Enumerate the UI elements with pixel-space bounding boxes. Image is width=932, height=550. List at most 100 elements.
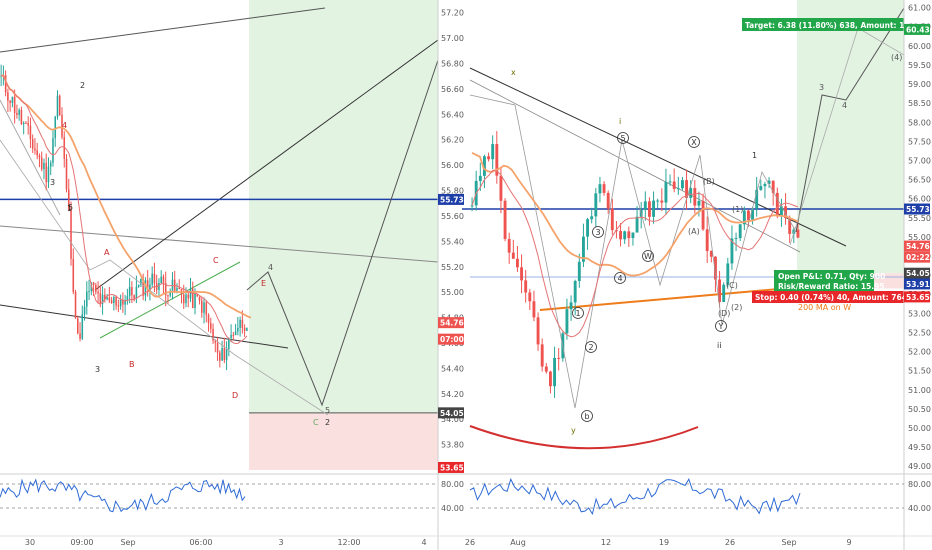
right-candle [652,200,656,217]
left-candle [63,137,66,159]
right-candle [672,181,676,189]
right-candle [503,200,507,239]
left-candle [76,318,79,334]
right-candle [668,181,672,183]
left-candle [52,138,54,163]
right-candle [577,261,581,282]
right-candle [499,175,503,201]
right-wave-label-5: 3 [819,83,824,92]
right-candle [676,188,680,190]
left-ma-red [1,74,248,345]
stop-label: Stop: 0.40 (0.74%) 40, Amount: 7640 [755,293,912,302]
right-candle [647,201,651,217]
left-candle [200,300,203,313]
left-candle [205,302,208,315]
left-candles [0,64,248,371]
left-candle [194,293,196,308]
right-wave-label-2: i [619,117,621,126]
right-price-tag-entry: 54.05 [906,269,930,278]
left-price-tag-level: 55.73 [440,195,464,204]
left-candle [167,295,169,297]
left-candle [117,305,120,307]
right-price-tag-target-bg [904,23,930,35]
right-price-tag-countdown-bg [904,251,930,263]
left-price-tag-level-bg [438,193,464,205]
left-wave-label-11: 4 [268,263,273,272]
target-label: Target: 6.38 (11.80%) 638, Amount: 13742 [745,21,925,30]
left-y-tick-15: 54.20 [441,390,464,399]
left-candle [142,278,144,296]
right-candle [495,144,499,176]
left-candle [178,287,181,290]
left-candle [86,291,88,307]
left-rsi-line [0,478,246,513]
left-candle [124,300,126,305]
right-circled-label-ring-4 [614,272,626,284]
left-candle [137,284,140,287]
left-wave-label-13: C [313,418,319,427]
pnl-box [774,270,874,292]
left-wave-guide [0,139,329,416]
left-candle [88,290,90,292]
right-candle [478,175,482,181]
right-candle [507,238,511,253]
left-rsi-tick-0: 80.00 [441,480,464,489]
right-y-tick-4: 59.00 [908,80,931,89]
right-candle [664,182,668,203]
right-candle [705,229,709,252]
target-box [742,18,904,31]
left-y-tick-5: 56.20 [441,136,464,145]
left-y-tick-0: 57.20 [441,9,464,18]
right-candle [635,216,639,233]
left-wave-label-9: D [232,391,238,400]
left-candle [101,294,104,304]
left-candle [149,284,151,290]
left-price-tag-stop-bg [438,461,464,473]
right-wave-label-4: 1 [752,151,757,160]
left-x-tick-0: 30 [25,538,35,547]
left-rsi-pane: 80.00 40.00 [0,480,464,513]
left-candle [151,273,153,285]
right-candle [767,180,771,184]
right-circled-label-ring-0 [581,410,593,422]
right-candle [689,188,693,198]
right-candles [470,131,800,398]
left-candle [83,306,86,315]
left-candle [158,283,160,290]
left-loss-zone [249,412,438,470]
right-candle [759,186,763,190]
left-candle [216,342,219,353]
right-candle [528,292,532,302]
right-candle [660,200,664,203]
left-candle [49,162,52,167]
left-candle [65,158,68,190]
left-wave-label-1: 4 [62,121,67,130]
left-candle [146,280,149,290]
right-rsi-tick-0: 80.00 [908,480,931,489]
left-wave-label-4: 5 [68,203,73,212]
right-price-tag-other: 53.91 [906,280,930,289]
right-y-tick-23: 49.50 [908,443,931,452]
left-candle [56,95,59,117]
right-y-tick-8: 57.00 [908,156,931,165]
right-candle [775,192,779,216]
right-paren-label-0: (A) [688,227,700,236]
right-circled-label-ring-2 [585,341,597,353]
right-circled-label-ring-5 [617,132,629,144]
right-candle [520,267,524,281]
right-candle [482,156,486,176]
right-x-tick-6: 9 [846,538,851,547]
left-candle [239,319,241,328]
left-candle [113,296,115,304]
left-y-tick-4: 56.40 [441,110,464,119]
left-candle [128,287,131,297]
right-candle [553,357,557,387]
left-candle [13,96,16,113]
left-wave-label-3: 1 [67,204,72,213]
right-downtrend-line-2 [469,79,801,253]
right-candle [680,180,684,189]
left-wave-label-2: 3 [50,178,55,187]
right-circled-label-1: 1 [575,309,580,318]
left-candle [162,276,165,284]
